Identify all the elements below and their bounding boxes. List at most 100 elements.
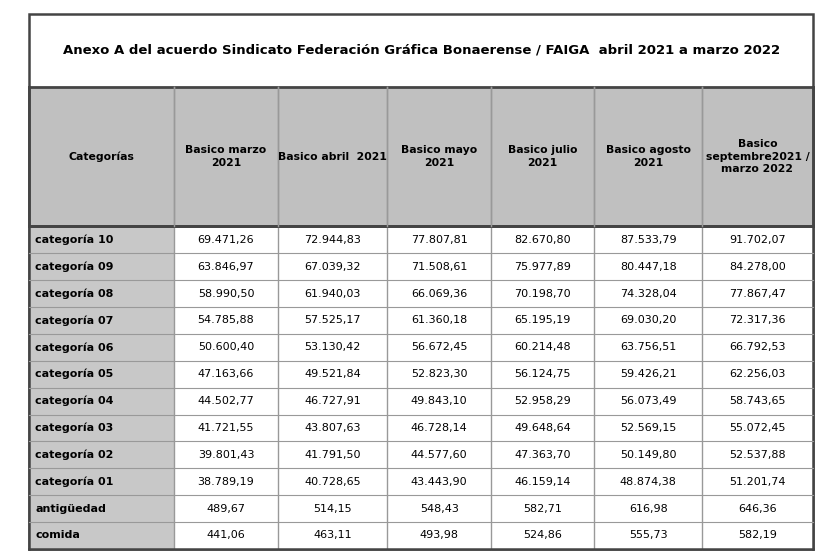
Bar [388,334,491,361]
Text: 50.149,80: 50.149,80 [620,450,676,460]
Text: categoría 02: categoría 02 [35,449,113,460]
Text: 56.073,49: 56.073,49 [620,396,676,406]
Text: 53.130,42: 53.130,42 [304,342,361,352]
Bar [702,361,813,388]
Bar [491,495,595,522]
Bar [174,307,278,334]
Text: 41.721,55: 41.721,55 [198,423,254,433]
Bar [491,280,595,307]
Bar [278,307,388,334]
Text: Anexo A del acuerdo Sindicato Federación Gráfica Bonaerense / FAIGA  abril 2021 : Anexo A del acuerdo Sindicato Federación… [63,44,780,57]
Bar [388,253,491,280]
Bar [595,334,702,361]
Text: 55.072,45: 55.072,45 [729,423,786,433]
Bar [388,415,491,442]
Bar [174,334,278,361]
Bar [491,415,595,442]
Text: 493,98: 493,98 [420,530,459,541]
Bar [29,442,174,468]
Text: categoría 06: categoría 06 [35,342,113,353]
Text: 84.278,00: 84.278,00 [729,262,786,272]
Bar [491,334,595,361]
Bar [595,307,702,334]
Bar [29,495,174,522]
Bar [29,415,174,442]
Bar [174,280,278,307]
Bar [702,280,813,307]
Text: 44.577,60: 44.577,60 [411,450,468,460]
Bar [702,388,813,415]
Text: 49.521,84: 49.521,84 [304,369,361,379]
Bar [29,522,174,549]
Text: 87.533,79: 87.533,79 [620,235,676,245]
Bar [491,307,595,334]
Text: 441,06: 441,06 [207,530,245,541]
Text: 46.159,14: 46.159,14 [515,477,571,487]
Text: 548,43: 548,43 [420,504,459,514]
Text: 39.801,43: 39.801,43 [198,450,254,460]
Text: 62.256,03: 62.256,03 [729,369,786,379]
Text: 49.648,64: 49.648,64 [515,423,571,433]
Bar [595,226,702,253]
Text: 52.537,88: 52.537,88 [729,450,786,460]
Bar [29,468,174,495]
Bar [491,442,595,468]
Text: Basico abril  2021: Basico abril 2021 [279,151,387,162]
Text: comida: comida [35,530,80,541]
Bar [29,226,174,253]
Bar [388,226,491,253]
Text: 57.525,17: 57.525,17 [304,315,361,325]
Bar [174,522,278,549]
Bar [491,253,595,280]
Bar [702,468,813,495]
Bar [491,226,595,253]
Text: 54.785,88: 54.785,88 [198,315,254,325]
Text: 38.789,19: 38.789,19 [198,477,254,487]
Text: 514,15: 514,15 [314,504,352,514]
Bar [29,87,813,226]
Text: 56.672,45: 56.672,45 [411,342,467,352]
Bar [595,522,702,549]
Text: 46.728,14: 46.728,14 [411,423,468,433]
Bar [702,522,813,549]
Text: 80.447,18: 80.447,18 [620,262,676,272]
Bar [388,442,491,468]
Text: 40.728,65: 40.728,65 [304,477,361,487]
Text: 50.600,40: 50.600,40 [198,342,254,352]
Text: 58.990,50: 58.990,50 [198,288,254,299]
Text: 616,98: 616,98 [629,504,667,514]
Text: 43.443,90: 43.443,90 [411,477,468,487]
Bar [29,361,174,388]
Bar [491,361,595,388]
Bar [702,442,813,468]
Text: 646,36: 646,36 [738,504,776,514]
Text: 65.195,19: 65.195,19 [515,315,570,325]
Text: categoría 04: categoría 04 [35,396,113,406]
Text: Basico mayo
2021: Basico mayo 2021 [401,145,477,168]
Bar [491,522,595,549]
Bar [595,280,702,307]
Bar [278,361,388,388]
Text: 41.791,50: 41.791,50 [304,450,361,460]
Text: 72.317,36: 72.317,36 [729,315,786,325]
Bar [278,253,388,280]
Bar [29,388,174,415]
Bar [278,522,388,549]
Bar [595,253,702,280]
Bar [491,468,595,495]
Text: 58.743,65: 58.743,65 [729,396,786,406]
Bar [595,442,702,468]
Text: categoría 05: categoría 05 [35,369,113,380]
Text: 47.363,70: 47.363,70 [515,450,571,460]
Bar [595,361,702,388]
Bar [278,280,388,307]
Text: 524,86: 524,86 [523,530,562,541]
Text: 555,73: 555,73 [629,530,667,541]
Text: 61.360,18: 61.360,18 [411,315,467,325]
Bar [702,253,813,280]
Text: Basico
septembre2021 /
marzo 2022: Basico septembre2021 / marzo 2022 [706,139,809,174]
Bar [29,307,174,334]
Text: 70.198,70: 70.198,70 [515,288,571,299]
Text: 52.823,30: 52.823,30 [411,369,467,379]
Text: 63.756,51: 63.756,51 [620,342,676,352]
